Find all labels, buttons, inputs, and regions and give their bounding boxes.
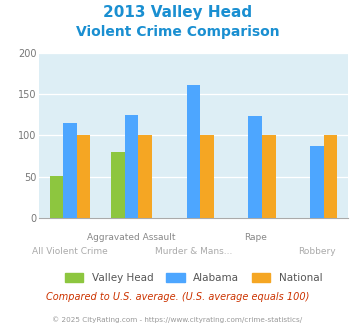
- Bar: [138, 135, 152, 218]
- Bar: [200, 135, 214, 218]
- Text: © 2025 CityRating.com - https://www.cityrating.com/crime-statistics/: © 2025 CityRating.com - https://www.city…: [53, 317, 302, 323]
- Bar: [187, 85, 200, 218]
- Text: All Violent Crime: All Violent Crime: [32, 248, 108, 256]
- Text: Aggravated Assault: Aggravated Assault: [87, 233, 176, 242]
- Bar: [324, 135, 337, 218]
- Bar: [50, 176, 63, 218]
- Bar: [111, 152, 125, 218]
- Bar: [125, 115, 138, 218]
- Bar: [248, 116, 262, 218]
- Text: Rape: Rape: [244, 233, 267, 242]
- Text: Compared to U.S. average. (U.S. average equals 100): Compared to U.S. average. (U.S. average …: [46, 292, 309, 302]
- Bar: [262, 135, 275, 218]
- Text: 2013 Valley Head: 2013 Valley Head: [103, 5, 252, 20]
- Bar: [310, 146, 324, 218]
- Text: Violent Crime Comparison: Violent Crime Comparison: [76, 25, 279, 39]
- Text: Robbery: Robbery: [298, 248, 336, 256]
- Bar: [77, 135, 90, 218]
- Bar: [63, 123, 77, 218]
- Legend: Valley Head, Alabama, National: Valley Head, Alabama, National: [65, 273, 322, 283]
- Text: Murder & Mans...: Murder & Mans...: [155, 248, 232, 256]
